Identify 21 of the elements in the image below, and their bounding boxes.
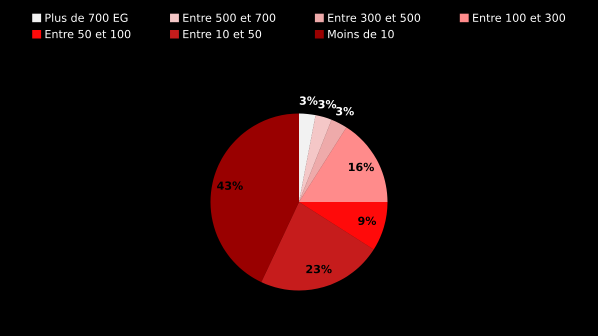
pie-slice: [299, 115, 332, 202]
legend-label: Plus de 700 EG: [46, 13, 128, 22]
legend-label: Entre 50 et 100: [46, 30, 130, 38]
pie-slice: [299, 127, 388, 202]
data-label: 23%: [306, 264, 332, 274]
legend-label: Entre 300 et 500: [328, 14, 420, 22]
data-label: 3%: [336, 106, 354, 116]
data-label: 3%: [300, 96, 318, 105]
pie-slice: [261, 202, 374, 291]
legend-label: Moins de 10: [328, 30, 394, 38]
data-label: 9%: [358, 216, 376, 226]
pie-slice: [299, 202, 388, 250]
legend-label: Entre 500 et 700: [183, 14, 276, 22]
data-label: 16%: [349, 162, 374, 172]
data-label: 43%: [217, 181, 243, 190]
legend-label: Entre 100 et 300: [473, 14, 566, 22]
pie-slice: [299, 120, 346, 202]
legend-label: Entre 10 et 50: [183, 30, 262, 38]
pie-slice: [299, 114, 316, 202]
data-label: 3%: [318, 100, 336, 108]
pie-slice: [210, 114, 299, 282]
